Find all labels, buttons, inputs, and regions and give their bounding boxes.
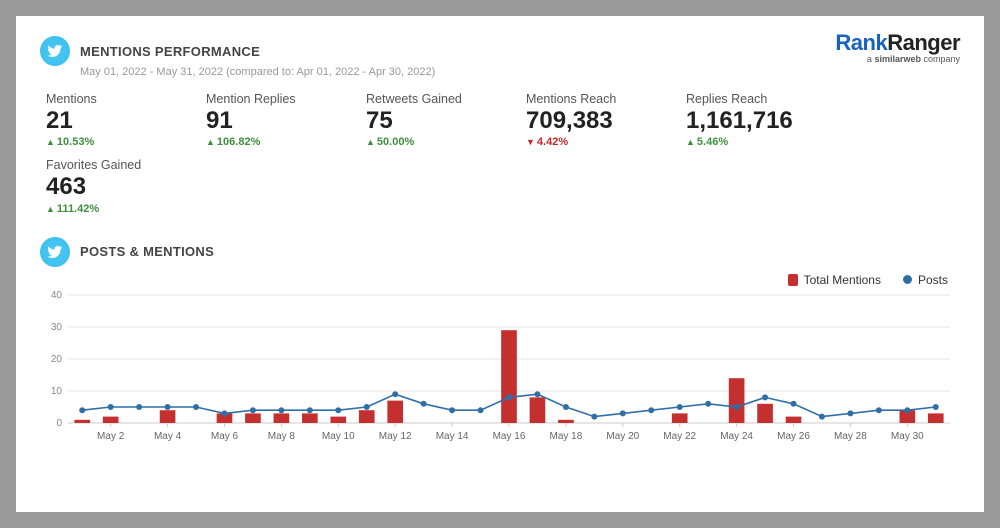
- metric-label: Favorites Gained: [46, 158, 196, 172]
- mentions-performance-title: MENTIONS PERFORMANCE: [80, 44, 260, 59]
- mentions-performance-header: MENTIONS PERFORMANCE: [40, 36, 960, 66]
- metric-label: Mentions: [46, 92, 196, 106]
- legend-line-label: Posts: [918, 273, 948, 287]
- svg-text:10: 10: [51, 386, 63, 397]
- metric-change-pct: 50.00%: [377, 136, 414, 148]
- svg-text:May 16: May 16: [493, 431, 526, 442]
- svg-text:May 30: May 30: [891, 431, 924, 442]
- metric-value: 709,383: [526, 108, 676, 134]
- metric-card: Replies Reach 1,161,716 ▲5.46%: [686, 92, 846, 148]
- metric-value: 75: [366, 108, 516, 134]
- posts-mentions-title: POSTS & MENTIONS: [80, 244, 214, 259]
- metric-card: Retweets Gained 75 ▲50.00%: [366, 92, 526, 148]
- svg-text:30: 30: [51, 322, 63, 333]
- metric-label: Replies Reach: [686, 92, 836, 106]
- legend-total-mentions: Total Mentions: [788, 273, 881, 287]
- svg-text:May 28: May 28: [834, 431, 867, 442]
- metric-value: 463: [46, 174, 196, 200]
- metric-card: Mention Replies 91 ▲106.82%: [206, 92, 366, 148]
- metric-value: 21: [46, 108, 196, 134]
- twitter-icon: [40, 36, 70, 66]
- trend-arrow-icon: ▲: [686, 137, 695, 147]
- svg-text:May 2: May 2: [97, 431, 125, 442]
- posts-mentions-chart: 0 10 20 30 40 May 2 May 4 May 6 May 8 May 10 May 1…: [40, 289, 960, 447]
- svg-text:May 8: May 8: [268, 431, 296, 442]
- svg-text:May 24: May 24: [720, 431, 753, 442]
- metric-value: 1,161,716: [686, 108, 836, 134]
- metric-label: Mention Replies: [206, 92, 356, 106]
- svg-text:0: 0: [56, 418, 62, 429]
- metric-card: Mentions Reach 709,383 ▼4.42%: [526, 92, 686, 148]
- metric-change-pct: 111.42%: [57, 203, 99, 215]
- svg-text:May 6: May 6: [211, 431, 239, 442]
- trend-arrow-icon: ▲: [366, 137, 375, 147]
- metric-label: Retweets Gained: [366, 92, 516, 106]
- svg-text:May 14: May 14: [436, 431, 469, 442]
- svg-text:20: 20: [51, 354, 63, 365]
- metric-change-pct: 106.82%: [217, 136, 260, 148]
- metrics-grid: Mentions21▲10.53%Mention Replies91▲106.8…: [46, 92, 960, 215]
- posts-mentions-section: POSTS & MENTIONS Total Mentions Posts 0 1…: [40, 237, 960, 447]
- svg-text:May 20: May 20: [606, 431, 639, 442]
- legend-bar-label: Total Mentions: [804, 273, 881, 287]
- metric-change: ▲111.42%: [46, 203, 196, 215]
- metric-change-pct: 5.46%: [697, 136, 728, 148]
- chart-legend: Total Mentions Posts: [40, 273, 960, 287]
- metric-card: Mentions 21 ▲10.53%: [46, 92, 206, 148]
- metric-change: ▲5.46%: [686, 136, 836, 148]
- dashboard-panel: RankRanger a similarweb company MENTIONS…: [16, 16, 984, 512]
- trend-arrow-icon: ▲: [46, 137, 55, 147]
- trend-arrow-icon: ▼: [526, 137, 535, 147]
- trend-arrow-icon: ▲: [46, 204, 55, 214]
- svg-text:May 12: May 12: [379, 431, 412, 442]
- brand-part2: Ranger: [887, 30, 960, 55]
- metric-value: 91: [206, 108, 356, 134]
- legend-posts: Posts: [903, 273, 948, 287]
- trend-arrow-icon: ▲: [206, 137, 215, 147]
- svg-text:May 4: May 4: [154, 431, 182, 442]
- posts-mentions-header: POSTS & MENTIONS: [40, 237, 960, 267]
- legend-line-swatch: [903, 275, 912, 284]
- metric-label: Mentions Reach: [526, 92, 676, 106]
- metric-change: ▲106.82%: [206, 136, 356, 148]
- metric-change-pct: 4.42%: [537, 136, 568, 148]
- svg-text:May 22: May 22: [663, 431, 696, 442]
- metric-change: ▲10.53%: [46, 136, 196, 148]
- metric-change-pct: 10.53%: [57, 136, 94, 148]
- mentions-performance-daterange: May 01, 2022 - May 31, 2022 (compared to…: [80, 66, 960, 78]
- svg-text:May 10: May 10: [322, 431, 355, 442]
- brand-part1: Rank: [835, 30, 887, 55]
- metric-card: Favorites Gained 463 ▲111.42%: [46, 158, 206, 214]
- legend-bar-swatch: [788, 274, 798, 286]
- svg-text:May 18: May 18: [550, 431, 583, 442]
- svg-text:40: 40: [51, 290, 63, 301]
- svg-text:May 26: May 26: [777, 431, 810, 442]
- twitter-icon: [40, 237, 70, 267]
- metric-change: ▼4.42%: [526, 136, 676, 148]
- metric-change: ▲50.00%: [366, 136, 516, 148]
- brand-logo: RankRanger a similarweb company: [835, 30, 960, 64]
